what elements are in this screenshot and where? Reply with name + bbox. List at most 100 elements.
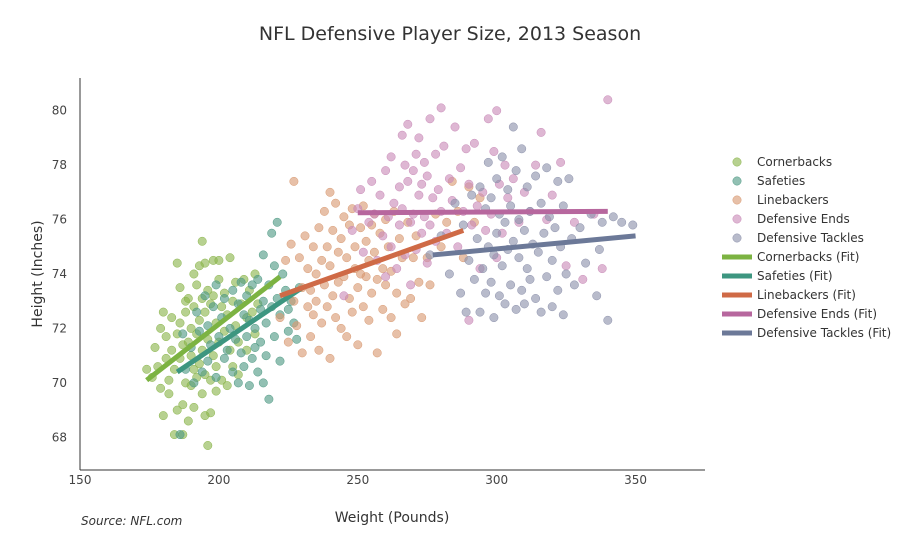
safeties-point — [245, 381, 253, 389]
y-tick-label: 76 — [52, 213, 67, 227]
defensive-ends-point — [484, 115, 492, 123]
defensive-ends-point — [465, 180, 473, 188]
linebackers-point — [443, 218, 451, 226]
legend-marker — [733, 177, 741, 185]
defensive-ends-point — [348, 226, 356, 234]
linebackers-point — [393, 330, 401, 338]
defensive-ends-point — [579, 275, 587, 283]
defensive-ends-point — [404, 120, 412, 128]
defensive-tackles-point — [531, 172, 539, 180]
cornerbacks-point — [198, 237, 206, 245]
defensive-tackles-point — [518, 145, 526, 153]
safeties-point — [259, 251, 267, 259]
defensive-ends-point — [404, 177, 412, 185]
defensive-ends-point — [490, 147, 498, 155]
safeties-point — [265, 395, 273, 403]
x-tick-labels: 150 200 250 300 350 — [69, 473, 647, 487]
defensive-ends-point — [501, 161, 509, 169]
safeties-point — [293, 335, 301, 343]
x-tick-label: 200 — [207, 473, 230, 487]
cornerbacks-point — [173, 259, 181, 267]
defensive-tackles-point — [512, 305, 520, 313]
defensive-tackles-point — [523, 264, 531, 272]
linebackers-point — [329, 292, 337, 300]
defensive-tackles-point — [473, 234, 481, 242]
linebackers-point — [309, 311, 317, 319]
cornerbacks-point — [156, 324, 164, 332]
defensive-tackles-point — [509, 237, 517, 245]
legend-label: Defensive Tackles — [757, 231, 864, 245]
x-tick-label: 300 — [485, 473, 508, 487]
defensive-tackles-point — [459, 221, 467, 229]
cornerbacks-point — [209, 292, 217, 300]
defensive-ends-point — [387, 243, 395, 251]
safeties-point — [176, 430, 184, 438]
defensive-ends-point — [556, 158, 564, 166]
safeties-point — [229, 286, 237, 294]
defensive-tackles-point — [484, 158, 492, 166]
linebackers-point — [426, 281, 434, 289]
cornerbacks-point — [223, 381, 231, 389]
cornerbacks-point — [201, 308, 209, 316]
legend-marker — [733, 234, 741, 242]
defensive-ends-point — [376, 191, 384, 199]
cornerbacks-point — [159, 411, 167, 419]
defensive-ends-point — [418, 180, 426, 188]
cornerbacks-point — [201, 259, 209, 267]
defensive-ends-point — [420, 158, 428, 166]
defensive-ends-point — [418, 229, 426, 237]
defensive-ends-point — [454, 243, 462, 251]
linebackers-point — [323, 303, 331, 311]
defensive-tackles-point — [509, 123, 517, 131]
safeties-point — [270, 262, 278, 270]
linebackers-point — [298, 349, 306, 357]
defensive-ends-point — [604, 96, 612, 104]
y-tick-label: 78 — [52, 158, 67, 172]
cornerbacks-point — [248, 308, 256, 316]
defensive-tackles-point — [540, 229, 548, 237]
defensive-tackles-point — [515, 254, 523, 262]
safeties-point — [237, 349, 245, 357]
x-axis-label: Weight (Pounds) — [335, 510, 450, 526]
defensive-tackles-point — [476, 308, 484, 316]
defensive-ends-fit-line — [358, 211, 608, 212]
cornerbacks-point — [206, 409, 214, 417]
defensive-ends-point — [401, 161, 409, 169]
scatter-points — [143, 96, 638, 450]
defensive-tackles-point — [543, 273, 551, 281]
defensive-ends-point — [537, 128, 545, 136]
linebackers-point — [373, 275, 381, 283]
defensive-tackles-point — [570, 281, 578, 289]
linebackers-point — [409, 254, 417, 262]
cornerbacks-point — [168, 313, 176, 321]
defensive-ends-point — [393, 264, 401, 272]
defensive-ends-point — [368, 177, 376, 185]
cornerbacks-point — [215, 256, 223, 264]
linebackers-point — [315, 346, 323, 354]
linebackers-point — [334, 248, 342, 256]
defensive-ends-point — [381, 166, 389, 174]
linebackers-point — [290, 297, 298, 305]
defensive-ends-point — [406, 218, 414, 226]
x-tick-label: 150 — [69, 473, 92, 487]
defensive-tackles-point — [465, 256, 473, 264]
linebackers-point — [326, 188, 334, 196]
defensive-tackles-point — [609, 213, 617, 221]
safeties-point — [204, 357, 212, 365]
defensive-tackles-point — [565, 175, 573, 183]
legend-item-defensive-ends: Defensive Ends — [733, 212, 850, 226]
safeties-point — [284, 305, 292, 313]
safeties-point — [262, 319, 270, 327]
defensive-ends-point — [379, 232, 387, 240]
defensive-ends-point — [431, 150, 439, 158]
defensive-tackles-point — [504, 185, 512, 193]
defensive-ends-point — [504, 194, 512, 202]
defensive-ends-point — [423, 172, 431, 180]
chart-title: NFL Defensive Player Size, 2013 Season — [259, 23, 641, 45]
linebackers-point — [354, 283, 362, 291]
linebackers-point — [370, 248, 378, 256]
defensive-tackles-point — [493, 175, 501, 183]
legend-item-linebackers: Linebackers — [733, 193, 829, 207]
defensive-ends-point — [426, 115, 434, 123]
